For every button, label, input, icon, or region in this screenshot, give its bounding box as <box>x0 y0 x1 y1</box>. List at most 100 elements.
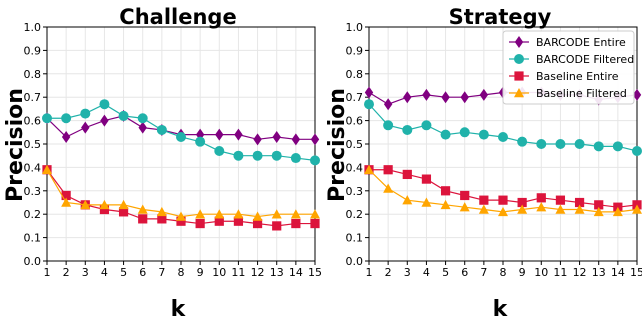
data-point <box>459 202 470 212</box>
legend-marker <box>514 88 524 98</box>
data-point <box>517 204 528 214</box>
data-point <box>272 130 281 143</box>
data-point <box>291 133 301 146</box>
y-tick-label: 0.2 <box>24 208 42 221</box>
legend-item-barcode-entire: BARCODE Entire <box>509 36 626 49</box>
data-point <box>195 218 205 229</box>
x-tick-label: 12 <box>251 266 265 279</box>
data-point <box>138 214 148 224</box>
data-point <box>290 209 301 219</box>
data-point <box>403 91 412 104</box>
data-point <box>498 206 508 217</box>
x-tick-label: 4 <box>423 266 430 279</box>
data-point <box>80 199 91 210</box>
data-point <box>594 200 604 210</box>
data-point <box>498 131 508 142</box>
data-point <box>310 133 320 146</box>
chart-strategy: 1 2 3 4 5 6 7 8 9 10 11 12 13 14 150.00.10.20.30.40.50… <box>325 5 642 320</box>
y-tick-label: 0.4 <box>346 161 364 174</box>
x-tick-label: 5 <box>120 266 127 279</box>
data-point <box>42 164 52 174</box>
data-point <box>176 131 186 142</box>
data-point <box>402 124 413 135</box>
data-point <box>156 206 167 217</box>
data-point <box>593 141 604 152</box>
data-point <box>195 136 206 147</box>
y-tick-label: 0.1 <box>24 232 42 245</box>
data-point <box>195 209 206 219</box>
x-tick-label: 8 <box>500 266 507 279</box>
data-point <box>271 209 282 219</box>
data-point <box>632 204 642 214</box>
y-tick-label: 0.7 <box>24 91 42 104</box>
y-axis-label: Precision <box>325 88 350 202</box>
data-point <box>536 202 547 212</box>
data-point <box>290 153 301 164</box>
y-tick-label: 0.5 <box>346 138 364 151</box>
x-tick-label: 7 <box>480 266 487 279</box>
legend-label: Baseline Entire <box>536 70 619 83</box>
data-point <box>364 164 374 174</box>
data-point <box>612 206 623 217</box>
data-point <box>383 98 393 111</box>
y-tick-label: 1.0 <box>24 21 42 34</box>
data-point <box>612 141 623 152</box>
x-tick-label: 5 <box>442 266 449 279</box>
chart-title: Strategy <box>449 5 552 29</box>
x-tick-label: 3 <box>82 266 89 279</box>
data-point <box>252 218 263 229</box>
data-point <box>252 150 263 161</box>
data-point <box>310 218 320 229</box>
data-point <box>440 129 451 140</box>
y-tick-label: 0.2 <box>346 208 364 221</box>
data-point <box>214 146 225 157</box>
data-point <box>100 114 109 127</box>
data-point <box>253 133 262 146</box>
x-tick-label: 2 <box>385 266 392 279</box>
x-tick-label: 14 <box>289 266 303 279</box>
legend: BARCODE Entire BARCODE Filtered Baseline E… <box>502 30 635 105</box>
y-tick-label: 0.9 <box>346 44 364 57</box>
data-point <box>555 204 566 214</box>
x-axis-label: k <box>493 297 509 320</box>
y-tick-label: 0.3 <box>24 185 42 198</box>
data-point <box>61 130 71 143</box>
data-point <box>42 113 52 124</box>
data-point <box>593 206 604 217</box>
data-point <box>364 86 374 99</box>
legend-marker <box>514 71 524 81</box>
x-axis-label: k <box>171 297 187 320</box>
legend-label: BARCODE Filtered <box>536 53 634 66</box>
legend-marker <box>514 36 524 48</box>
data-point <box>479 195 489 205</box>
x-tick-label: 6 <box>461 266 468 279</box>
x-tick-label: 11 <box>553 266 567 279</box>
series-barcode-filtered <box>364 99 642 157</box>
data-point <box>138 121 147 134</box>
data-point <box>421 174 432 184</box>
data-point <box>157 214 167 224</box>
data-point <box>80 108 91 119</box>
data-point <box>195 128 205 141</box>
x-tick-label: 10 <box>534 266 548 279</box>
x-tick-label: 8 <box>178 266 185 279</box>
data-point <box>574 139 585 149</box>
x-tick-label: 3 <box>404 266 411 279</box>
x-tick-label: 13 <box>592 266 606 279</box>
legend-item-baseline-filtered: Baseline Filtered <box>509 87 627 100</box>
data-point <box>137 204 148 214</box>
series-baseline-filtered <box>364 164 642 217</box>
data-point <box>81 121 90 134</box>
y-tick-label: 0.4 <box>24 161 42 174</box>
data-point <box>422 88 431 101</box>
data-point <box>364 99 374 110</box>
data-point <box>233 150 244 161</box>
data-point <box>440 186 451 196</box>
data-point <box>271 150 282 161</box>
x-tick-label: 7 <box>158 266 165 279</box>
legend-item-barcode-filtered: BARCODE Filtered <box>509 53 634 66</box>
chart-title: Challenge <box>119 5 236 29</box>
data-point <box>118 199 129 210</box>
x-tick-label: 14 <box>611 266 625 279</box>
